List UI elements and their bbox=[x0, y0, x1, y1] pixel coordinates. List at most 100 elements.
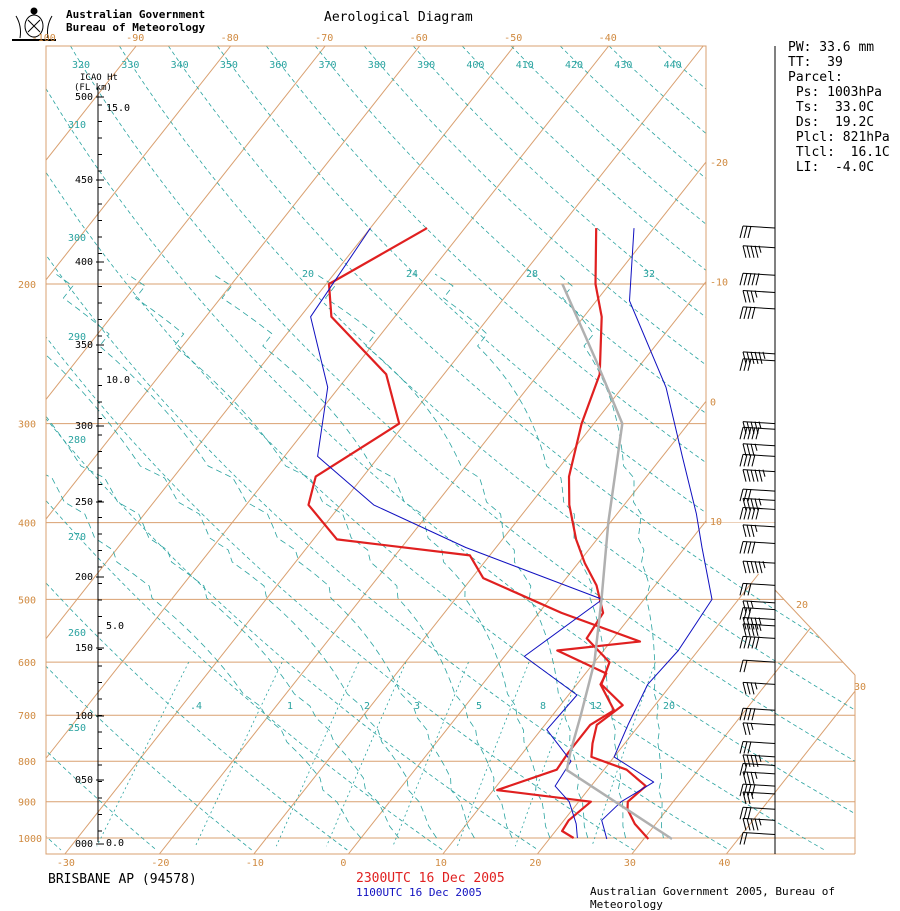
bottom-temp-tick: 20 bbox=[529, 858, 541, 869]
theta-top-label: 330 bbox=[121, 60, 139, 71]
bottom-temp-tick: 40 bbox=[718, 858, 730, 869]
mixing-ratio-lower-label: .4 bbox=[190, 701, 202, 712]
barb-feather bbox=[743, 682, 746, 694]
pressure-tick-label: 700 bbox=[18, 711, 36, 722]
mixing-ratio-line bbox=[327, 662, 406, 846]
isotherm-line bbox=[159, 46, 797, 854]
barb-feather bbox=[740, 763, 743, 775]
isotherm-line bbox=[0, 46, 42, 854]
barb-feather bbox=[743, 723, 746, 735]
wind-barb bbox=[740, 583, 775, 595]
height-km-label: 10.0 bbox=[106, 375, 130, 386]
barb-feather bbox=[740, 742, 743, 754]
height-axis-title: ICAO Ht bbox=[80, 73, 118, 83]
dry-adiabat-line bbox=[0, 46, 825, 850]
right-temp-tick: 20 bbox=[796, 600, 808, 611]
barb-feather bbox=[755, 818, 758, 830]
dry-adiabat-line bbox=[0, 46, 61, 850]
right-temp-tick: -20 bbox=[710, 158, 728, 169]
barb-feather bbox=[752, 541, 755, 553]
barb-feather bbox=[751, 772, 754, 784]
height-km-label: 15.0 bbox=[106, 103, 130, 114]
theta-top-label: 360 bbox=[269, 60, 287, 71]
plot-border bbox=[46, 46, 775, 854]
saturated-adiabat-line bbox=[0, 274, 399, 838]
dry-adiabat-line bbox=[462, 46, 900, 850]
saturated-adiabat-line bbox=[127, 274, 512, 838]
isotherm-line bbox=[254, 46, 892, 854]
barb-feather bbox=[747, 682, 750, 694]
wind-barb bbox=[743, 525, 775, 537]
pressure-tick-label: 1000 bbox=[18, 834, 42, 845]
barb-feather bbox=[747, 772, 750, 784]
legend-time-primary: 2300UTC 16 Dec 2005 bbox=[356, 871, 505, 886]
top-temp-tick: -70 bbox=[315, 33, 333, 44]
isotherm-line bbox=[65, 46, 703, 854]
right-temp-tick: 10 bbox=[710, 517, 722, 528]
mixing-ratio-line bbox=[97, 662, 189, 846]
height-fl-label: 450 bbox=[75, 175, 93, 186]
pressure-tick-label: 800 bbox=[18, 757, 36, 768]
barb-feather bbox=[740, 608, 743, 620]
mixing-ratio-lower-label: 12 bbox=[590, 701, 602, 712]
barb-feather bbox=[752, 784, 755, 796]
top-temp-tick: -80 bbox=[221, 33, 239, 44]
top-temp-tick: -60 bbox=[410, 33, 428, 44]
saturated-adiabat-line bbox=[0, 274, 361, 838]
pressure-tick-label: 400 bbox=[18, 519, 36, 530]
mixing-ratio-lower-label: 8 bbox=[540, 701, 546, 712]
barb-feather bbox=[740, 636, 743, 648]
dry-adiabat-line bbox=[168, 46, 900, 850]
pressure-tick-label: 300 bbox=[18, 420, 36, 431]
sounding-dewpoint-line bbox=[311, 228, 603, 838]
right-temp-tick: 30 bbox=[854, 682, 866, 693]
barb-feather bbox=[752, 636, 755, 648]
top-temp-tick: -100 bbox=[32, 33, 56, 44]
wind-barb bbox=[740, 784, 775, 796]
bottom-temp-tick: -20 bbox=[151, 858, 169, 869]
copyright-note: Australian Government 2005, Bureau of Me… bbox=[590, 885, 900, 911]
saturated-adiabat-line bbox=[316, 274, 588, 838]
height-km-label: 5.0 bbox=[106, 621, 124, 632]
theta-top-label: 410 bbox=[516, 60, 534, 71]
bottom-temp-tick: 0 bbox=[340, 858, 346, 869]
theta-top-label: 400 bbox=[466, 60, 484, 71]
isotherm-line bbox=[0, 46, 609, 854]
pressure-tick-label: 200 bbox=[18, 280, 36, 291]
barb-shaft bbox=[743, 763, 775, 765]
height-fl-label: 300 bbox=[75, 421, 93, 432]
wind-barb bbox=[743, 772, 775, 784]
barb-feather bbox=[744, 541, 747, 553]
dry-adiabat-line bbox=[71, 46, 900, 850]
barb-feather bbox=[748, 541, 751, 553]
barb-feather bbox=[751, 525, 754, 537]
wind-barb bbox=[740, 833, 775, 845]
barb-feather bbox=[751, 561, 754, 573]
barb-feather bbox=[747, 525, 750, 537]
theta-top-label: 320 bbox=[72, 60, 90, 71]
barb-feather bbox=[747, 601, 750, 613]
mixing-ratio-lower-label: 20 bbox=[663, 701, 675, 712]
theta-top-label: 440 bbox=[664, 60, 682, 71]
dry-adiabat-line bbox=[217, 46, 900, 850]
theta-top-label: 350 bbox=[220, 60, 238, 71]
theta-left-label: 300 bbox=[68, 233, 86, 244]
theta-left-label: 310 bbox=[68, 120, 86, 131]
barb-shaft bbox=[743, 807, 775, 809]
bottom-temp-tick: 10 bbox=[435, 858, 447, 869]
mixing-ratio-lower-label: 3 bbox=[414, 701, 420, 712]
height-fl-label: 200 bbox=[75, 572, 93, 583]
mixing-ratio-lower-label: 2 bbox=[364, 701, 370, 712]
wind-barb bbox=[740, 742, 775, 754]
mixing-ratio-upper-label: 32 bbox=[643, 269, 655, 280]
barb-feather bbox=[744, 636, 747, 648]
pressure-tick-label: 500 bbox=[18, 595, 36, 606]
plot-frame bbox=[46, 46, 855, 854]
barb-feather bbox=[743, 525, 746, 537]
wind-barb bbox=[743, 723, 775, 735]
height-fl-label: 250 bbox=[75, 497, 93, 508]
barb-feather bbox=[744, 784, 747, 796]
dry-adiabat-line bbox=[364, 46, 900, 850]
right-temp-tick: -10 bbox=[710, 278, 728, 289]
